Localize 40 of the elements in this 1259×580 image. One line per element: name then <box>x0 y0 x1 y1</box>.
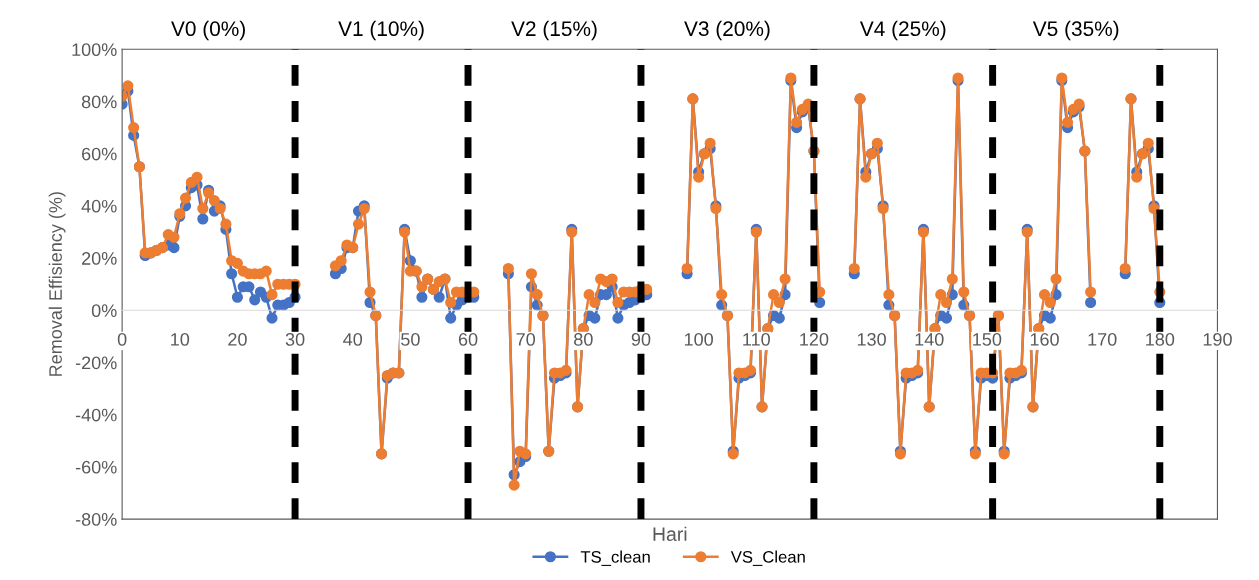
text: V3 (20%) <box>684 20 770 41</box>
x-tick-label: 190 <box>1203 333 1232 346</box>
y-tick-label: 20% <box>82 252 117 265</box>
x-tick-label: 50 <box>401 333 420 346</box>
legend-label: VS_Clean <box>730 550 805 566</box>
y-axis-title: Removal Effisiency (%) <box>48 192 66 376</box>
text: V5 (35%) <box>1032 20 1119 41</box>
x-tick-label: 170 <box>1088 333 1117 346</box>
text: V0 (0%) <box>171 20 245 41</box>
y-tick-label: 40% <box>81 199 117 213</box>
legend-label: TS_clean <box>580 550 650 566</box>
x-tick-label: 130 <box>857 333 886 346</box>
x-tick-label: 40 <box>343 333 363 346</box>
x-tick-label: 110 <box>743 333 770 346</box>
x-tick-label: 120 <box>800 333 829 346</box>
y-tick-label: 100% <box>72 43 117 57</box>
x-tick-label: 30 <box>285 333 305 346</box>
x-tick-label: 160 <box>1030 333 1059 346</box>
y-tick-label: 0% <box>91 304 117 318</box>
x-tick-label: 80 <box>574 333 593 346</box>
y-tick-label: -60% <box>75 460 117 474</box>
x-tick-label: 100 <box>684 333 713 346</box>
x-tick-label: 60 <box>458 333 478 346</box>
text: V4 (25%) <box>859 20 946 41</box>
y-tick-label: 80% <box>81 95 117 109</box>
text: V2 (15%) <box>511 20 597 41</box>
x-tick-label: 150 <box>973 333 1002 346</box>
y-tick-label: -40% <box>75 408 117 422</box>
x-tick-label: 70 <box>516 333 535 346</box>
text: V1 (10%) <box>338 20 424 41</box>
x-tick-label: 10 <box>171 333 190 346</box>
x-tick-label: 20 <box>228 333 247 346</box>
x-tick-label: 140 <box>915 333 944 346</box>
x-tick-label: 0 <box>117 333 127 346</box>
y-tick-label: 60% <box>82 147 117 161</box>
x-tick-label: 180 <box>1146 333 1175 346</box>
x-axis-title: Hari <box>653 526 687 542</box>
y-tick-label: -20% <box>75 356 117 370</box>
y-tick-label: -80% <box>75 513 117 526</box>
x-tick-label: 90 <box>631 333 651 346</box>
